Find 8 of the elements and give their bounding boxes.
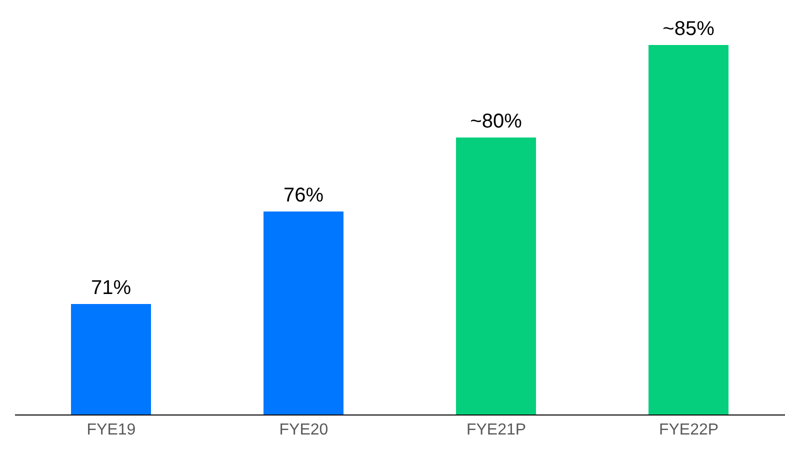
- data-label: ~80%: [470, 110, 522, 132]
- x-tick-label: FYE19: [86, 421, 136, 438]
- data-label: 76%: [283, 184, 324, 206]
- x-tick-label: FYE21P: [466, 421, 526, 438]
- x-tick-label: FYE20: [279, 421, 328, 438]
- data-label: ~85%: [662, 18, 715, 40]
- data-label: 71%: [90, 277, 132, 299]
- x-tick-label: FYE22P: [658, 421, 719, 438]
